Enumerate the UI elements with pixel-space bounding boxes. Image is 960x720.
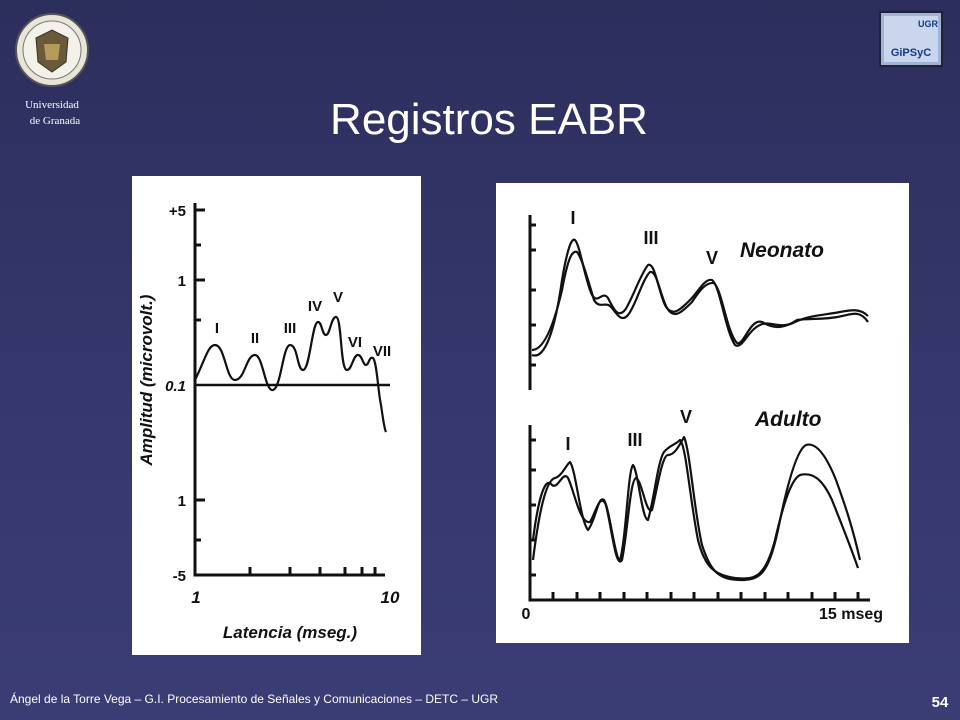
y-tick-label: 1	[178, 273, 186, 290]
wave-label: III	[627, 430, 642, 450]
x-tick-label: 0	[522, 606, 531, 623]
wave-label: II	[251, 330, 259, 347]
wave-label: V	[706, 248, 718, 268]
y-axis-label: Amplitud (microvolt.)	[137, 294, 156, 466]
x-tick-label: 10	[381, 588, 400, 607]
university-name: de Granada	[30, 115, 81, 127]
x-tick-label: 1	[191, 588, 200, 607]
y-tick-label: -5	[173, 568, 186, 585]
wave-label: III	[643, 228, 658, 248]
figure-right-panel	[496, 183, 909, 643]
group-logo	[879, 11, 943, 67]
wave-label: VI	[348, 334, 362, 351]
logo-text: UGR	[918, 19, 939, 29]
logo-text: GiPSyC	[891, 47, 931, 59]
wave-label: V	[680, 407, 692, 427]
wave-label: I	[215, 320, 219, 337]
x-tick-label: 15 mseg	[819, 606, 883, 623]
panel-label: Adulto	[754, 408, 822, 431]
page-number: 54	[932, 694, 949, 711]
footer-credit: Ángel de la Torre Vega – G.I. Procesamie…	[10, 691, 498, 706]
wave-label: VII	[373, 343, 391, 360]
university-name: Universidad	[25, 99, 79, 111]
wave-label: III	[284, 320, 297, 337]
slide-title: Registros EABR	[330, 95, 648, 144]
figure-left-axes	[193, 203, 390, 577]
y-tick-label: 1	[178, 493, 186, 510]
y-tick-label: +5	[169, 203, 186, 220]
wave-label: I	[565, 434, 570, 454]
x-axis-label: Latencia (mseg.)	[223, 623, 357, 642]
y-tick-label: 0.1	[165, 378, 186, 395]
figure-right-axes	[528, 215, 870, 602]
wave-label: V	[333, 289, 343, 306]
panel-label: Neonato	[740, 239, 824, 262]
wave-label: IV	[308, 298, 322, 315]
wave-label: I	[570, 208, 575, 228]
university-logo	[15, 13, 89, 87]
